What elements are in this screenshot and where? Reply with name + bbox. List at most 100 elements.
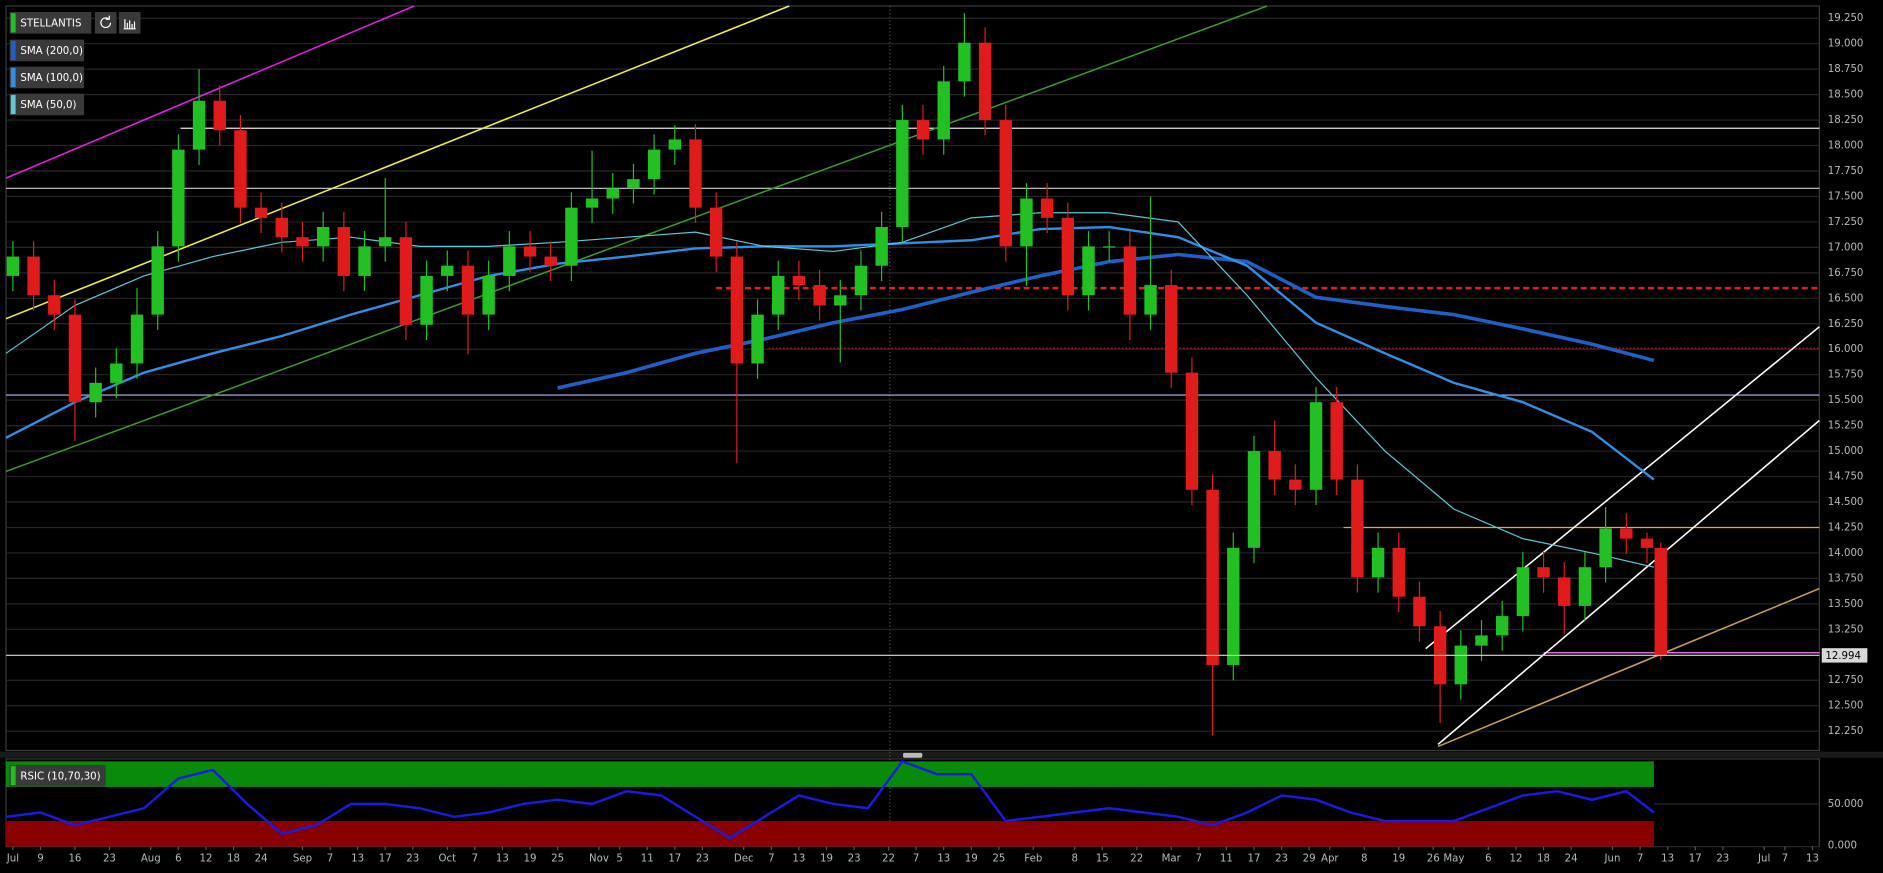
x-tick-label: 7 — [913, 854, 919, 865]
refresh-button[interactable] — [94, 12, 117, 34]
candle-body — [358, 246, 371, 276]
y-tick-label: 15.000 — [1828, 446, 1864, 457]
x-tick-label: 19 — [524, 854, 537, 865]
candle-body — [1475, 635, 1488, 646]
candle-body — [1454, 645, 1468, 685]
legend-box[interactable] — [9, 66, 85, 89]
legend-box[interactable] — [9, 39, 85, 62]
trend-line — [1437, 587, 1820, 748]
candle-body — [585, 198, 599, 208]
panel-divider — [0, 751, 1883, 758]
x-tick-label: 17 — [379, 854, 392, 865]
candle-body — [627, 179, 640, 189]
candle-body — [730, 256, 744, 364]
legend-label: SMA (200,0) — [20, 46, 83, 57]
y-tick-label: 17.250 — [1828, 217, 1864, 228]
y-tick-label: 12.500 — [1828, 701, 1864, 712]
candle-body — [709, 207, 723, 257]
y-tick-label: 19.250 — [1828, 13, 1864, 24]
trend-line — [5, 5, 1268, 473]
candle-body — [1185, 372, 1199, 490]
candle-body — [565, 207, 578, 266]
x-tick-label: 18 — [1537, 854, 1550, 865]
candle-body — [441, 265, 454, 276]
candle-body — [1495, 616, 1509, 636]
y-tick-label: 18.000 — [1828, 141, 1864, 152]
candle-body — [1102, 246, 1116, 248]
candle-body — [544, 256, 557, 266]
y-tick-label: 14.000 — [1828, 548, 1864, 559]
x-tick-label: 19 — [1392, 854, 1405, 865]
candle-body — [110, 363, 123, 383]
candle-body — [1309, 402, 1323, 490]
candle-body — [461, 265, 475, 315]
y-tick-label: 15.250 — [1828, 421, 1864, 432]
x-tick-label: May — [1443, 854, 1464, 865]
x-tick-label: 6 — [1485, 854, 1491, 865]
y-tick-label: 16.500 — [1828, 293, 1864, 304]
x-tick-label: 23 — [103, 854, 116, 865]
x-tick-label: Dec — [734, 854, 754, 865]
candle-body — [1289, 479, 1302, 490]
x-tick-label: Mar — [1162, 854, 1182, 865]
x-tick-label: Sep — [293, 854, 312, 865]
x-tick-label: 7 — [768, 854, 774, 865]
legend-box[interactable] — [9, 12, 92, 34]
x-tick-label: 6 — [175, 854, 181, 865]
x-tick-label: Jul — [6, 854, 19, 865]
y-tick-label: 15.500 — [1828, 395, 1864, 406]
x-tick-label: 26 — [1427, 854, 1440, 865]
candle-body — [606, 188, 619, 199]
candle-body — [275, 217, 289, 238]
legend-box[interactable] — [9, 93, 85, 116]
x-tick-label: 9 — [37, 854, 43, 865]
candle-body — [399, 237, 413, 325]
candle-body — [151, 246, 164, 315]
chart-title: STELLANTIS — [20, 18, 81, 29]
y-tick-label: 12.750 — [1828, 675, 1864, 686]
candle-body — [172, 149, 185, 247]
candle-body — [1537, 567, 1550, 578]
candle-body — [1558, 577, 1571, 606]
legend-swatch — [10, 766, 16, 786]
candle-body — [192, 100, 206, 150]
x-tick-label: 25 — [992, 854, 1005, 865]
y-tick-label: 50.000 — [1828, 799, 1864, 810]
candle-body — [1206, 489, 1219, 665]
x-tick-label: 7 — [1637, 854, 1643, 865]
last-price-label: 12.994 — [1825, 651, 1861, 662]
candle-body — [772, 275, 785, 315]
candle-body — [337, 227, 351, 276]
candle-body — [875, 227, 888, 266]
x-tick-label: 22 — [882, 854, 895, 865]
x-tick-label: 7 — [472, 854, 478, 865]
y-tick-label: 14.500 — [1828, 497, 1864, 508]
legend-swatch — [10, 94, 16, 115]
candle-body — [1654, 547, 1667, 656]
x-tick-label: 11 — [1220, 854, 1233, 865]
x-tick-label: 5 — [616, 854, 622, 865]
candle-body — [916, 120, 930, 140]
candle-body — [1413, 596, 1426, 627]
candle-body — [1123, 246, 1137, 315]
settings-icon — [123, 19, 136, 30]
x-tick-label: 13 — [496, 854, 509, 865]
x-tick-label: 12 — [1509, 854, 1522, 865]
candle-body — [1392, 547, 1405, 597]
candle-body — [999, 120, 1012, 247]
x-tick-label: 16 — [68, 854, 81, 865]
candle-body — [213, 100, 226, 131]
y-tick-label: 13.250 — [1828, 624, 1864, 635]
refresh-icon — [100, 15, 112, 29]
legend-label: SMA (100,0) — [20, 73, 83, 84]
candle-body — [89, 382, 102, 403]
x-tick-label: Jun — [1604, 854, 1621, 865]
legend-swatch — [10, 13, 16, 33]
x-tick-label: 24 — [1565, 854, 1578, 865]
legend-box[interactable] — [9, 764, 106, 787]
candle-body — [689, 139, 702, 208]
trend-line — [1437, 419, 1820, 745]
divider-handle[interactable] — [903, 752, 923, 758]
candle-body — [6, 256, 20, 276]
